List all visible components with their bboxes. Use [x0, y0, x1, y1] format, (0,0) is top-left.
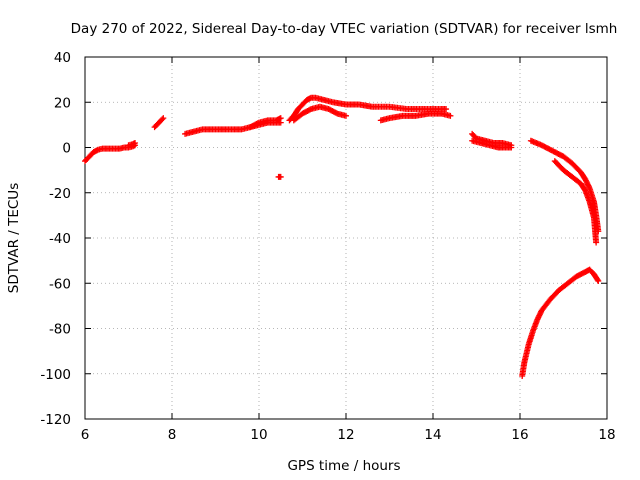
data-point — [343, 112, 349, 119]
y-tick-label: -120 — [40, 412, 71, 428]
data-series — [377, 110, 454, 124]
data-series — [125, 139, 139, 149]
data-series — [275, 173, 284, 180]
x-tick-label: 8 — [168, 427, 177, 443]
y-tick-label: -20 — [49, 186, 71, 202]
data-series — [469, 137, 515, 151]
axis-ticks: 6 8 10 12 14 16 18 -120 -100 -80 -60 -40 -20 0 20 40 — [40, 50, 615, 443]
y-tick-label: 20 — [54, 95, 71, 111]
y-tick-label: -60 — [49, 276, 71, 292]
y-tick-label: 0 — [62, 141, 71, 157]
x-axis-label: GPS time / hours — [287, 458, 400, 474]
data-point — [160, 115, 167, 122]
data-series — [247, 115, 284, 131]
grid — [85, 57, 607, 419]
data-series — [182, 119, 284, 137]
data-point — [159, 116, 166, 123]
data-point — [593, 239, 600, 246]
x-tick-label: 10 — [250, 427, 267, 443]
x-tick-label: 14 — [424, 427, 441, 443]
data-point — [277, 173, 284, 180]
data-series — [527, 137, 602, 235]
data-series — [290, 103, 349, 124]
data-point — [132, 139, 139, 146]
x-tick-label: 18 — [598, 427, 615, 443]
data-point — [277, 115, 284, 122]
data-series — [519, 266, 602, 380]
chart-title: Day 270 of 2022, Sidereal Day-to-day VTE… — [71, 21, 618, 37]
x-tick-label: 6 — [81, 427, 90, 443]
data-point — [594, 276, 601, 283]
y-tick-label: 40 — [54, 50, 71, 66]
data-series — [151, 115, 167, 131]
data-point — [508, 144, 515, 151]
data-series — [551, 158, 600, 246]
y-tick-label: -80 — [49, 322, 71, 338]
data-point — [443, 106, 450, 113]
x-tick-label: 16 — [511, 427, 528, 443]
y-tick-label: -40 — [49, 231, 71, 247]
y-tick-label: -100 — [40, 367, 71, 383]
data-points — [82, 94, 602, 380]
x-tick-label: 12 — [337, 427, 354, 443]
data-point — [447, 112, 454, 119]
y-axis-label: SDTVAR / TECUs — [6, 183, 22, 293]
data-point — [595, 277, 602, 284]
